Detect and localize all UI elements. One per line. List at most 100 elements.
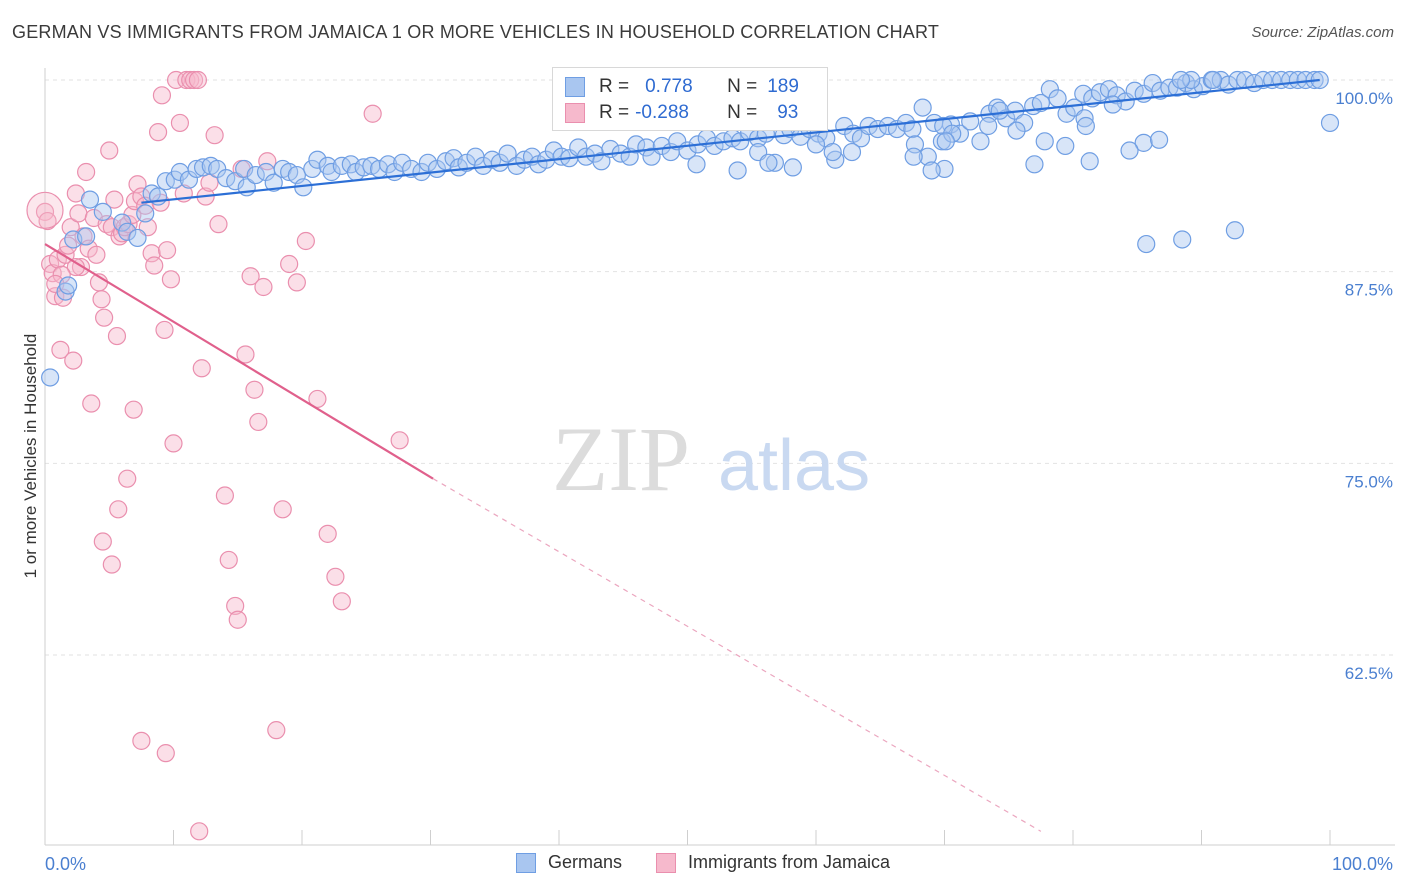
bottom-legend-jamaica: Immigrants from Jamaica: [655, 852, 891, 873]
bottom-legend-label: Immigrants from Jamaica: [687, 852, 891, 872]
tick-labels: 62.5% 75.0% 87.5% 100.0% 0.0% 100.0%: [45, 89, 1393, 874]
germans-point: [1173, 230, 1192, 249]
germans-point: [1080, 152, 1099, 171]
jamaica-point: [93, 532, 112, 551]
jamaica-point: [241, 267, 260, 286]
jamaica-point: [92, 290, 111, 309]
germans-point: [41, 368, 60, 387]
germans-point: [1182, 70, 1201, 90]
jamaica-point: [87, 245, 106, 264]
legend-row-germans: R = 0.778 N = 189: [565, 75, 799, 99]
germans-point: [128, 228, 147, 248]
jamaica-point: [287, 273, 306, 292]
jamaica-trend-extension: [432, 478, 1042, 832]
germans-point: [1120, 141, 1139, 160]
jamaica-point: [215, 486, 234, 505]
jamaica-point: [152, 86, 172, 105]
germans-point: [552, 147, 571, 166]
legend-n-label: N =: [727, 76, 758, 97]
legend-r-label: R =: [599, 76, 630, 97]
germans-point: [303, 159, 322, 179]
bottom-legend-label: Germans: [547, 852, 622, 872]
jamaica-point: [254, 277, 273, 297]
germans-point: [1320, 113, 1340, 133]
germans-point: [187, 159, 206, 179]
germans-point: [765, 153, 784, 172]
germans-point: [112, 213, 132, 232]
germans-point: [1015, 113, 1034, 133]
jamaica-point: [95, 308, 114, 327]
y-tick-label: 62.5%: [1345, 664, 1393, 683]
y-tick-label: 75.0%: [1345, 472, 1393, 491]
jamaica-point: [107, 326, 127, 346]
germans-trend-line: [141, 78, 1320, 204]
germans-point: [1193, 77, 1212, 96]
jamaica-point: [119, 215, 138, 234]
jamaica-point: [170, 113, 190, 133]
jamaica-point: [69, 204, 88, 223]
jamaica-point: [245, 380, 264, 399]
germans-point: [418, 153, 438, 172]
jamaica-point: [318, 524, 337, 543]
jamaica-point: [43, 264, 62, 283]
germans-point: [226, 172, 245, 191]
germans-point: [498, 144, 517, 163]
germans-point: [913, 98, 932, 117]
germans-point: [592, 152, 611, 171]
jamaica-point: [132, 731, 151, 750]
jamaica-point: [155, 320, 174, 340]
germans-point: [1137, 234, 1156, 254]
jamaica-point: [145, 256, 164, 275]
legend-n-value: 189: [767, 76, 799, 97]
trend-lines: [44, 78, 1320, 832]
bottom-swatch-jamaica: [655, 852, 676, 873]
germans-point: [1056, 136, 1075, 156]
germans-point: [264, 173, 283, 192]
jamaica-point: [190, 822, 209, 841]
jamaica-point: [188, 70, 208, 90]
jamaica-point: [161, 270, 181, 289]
jamaica-point: [332, 592, 351, 611]
germans-point: [687, 155, 706, 174]
jamaica-point: [164, 434, 183, 453]
germans-point: [59, 276, 78, 295]
germans-point: [759, 153, 778, 172]
germans-point: [193, 158, 213, 177]
germans-point: [626, 135, 646, 154]
germans-point: [136, 204, 155, 223]
germans-point: [1103, 95, 1122, 114]
jamaica-point: [184, 70, 204, 90]
legend-r-value: 0.778: [645, 76, 693, 97]
legend-r-label: R =: [599, 102, 630, 123]
legend-r-value: -0.288: [635, 102, 689, 123]
germans-point: [1048, 89, 1067, 108]
jamaica-point: [64, 351, 83, 370]
jamaica-point: [148, 123, 168, 142]
germans-point: [903, 119, 922, 139]
germans-point: [1225, 221, 1245, 240]
germans-point: [1007, 121, 1026, 140]
germans-point: [932, 132, 952, 151]
axes: [44, 68, 1395, 846]
legend-swatch-jamaica: [565, 103, 585, 123]
germans-point: [1040, 80, 1059, 99]
jamaica-point: [280, 254, 299, 274]
germans-point: [93, 202, 112, 221]
legend-row-jamaica: R = -0.288 N = 93: [565, 101, 798, 125]
jamaica-point: [124, 400, 143, 419]
germans-point: [990, 101, 1009, 120]
germans-point: [1075, 109, 1094, 128]
watermark-zip: ZIP: [552, 408, 690, 510]
bottom-swatch-germans: [515, 852, 536, 873]
jamaica-point: [273, 500, 292, 519]
x-tick-label: 100.0%: [1332, 854, 1393, 874]
germans-point: [922, 161, 941, 180]
jamaica-point: [267, 721, 286, 740]
stats-legend: R = 0.778 N = 189 R = -0.288 N = 93: [552, 67, 828, 131]
jamaica-point: [38, 211, 57, 231]
jamaica-point: [82, 394, 101, 413]
y-axis-title: 1 or more Vehicles in Household: [21, 334, 40, 579]
germans-point: [783, 158, 802, 177]
germans-point: [918, 147, 937, 166]
